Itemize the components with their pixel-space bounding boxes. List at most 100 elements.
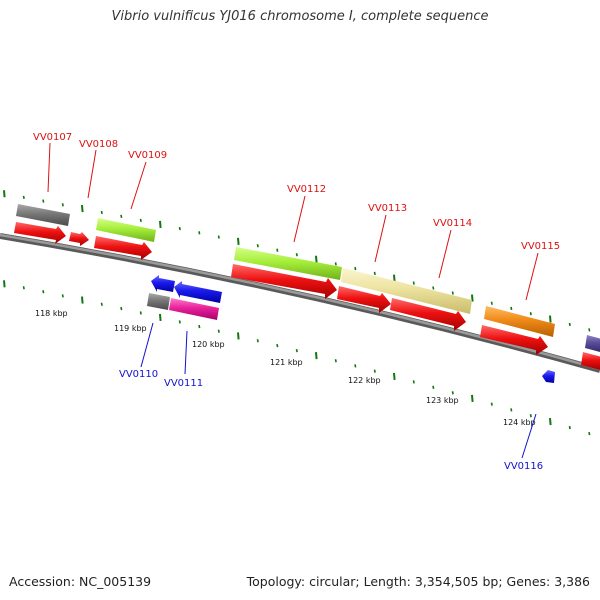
minor-tick xyxy=(139,218,142,223)
major-tick xyxy=(549,417,552,426)
minor-tick xyxy=(334,359,337,363)
cds-forward-vv0115 xyxy=(480,325,548,355)
label-leaders xyxy=(47,142,539,459)
minor-tick xyxy=(432,385,435,389)
feature-orange-vv0115 xyxy=(484,306,555,337)
tick-track-outer xyxy=(3,190,591,332)
feature-green-vv0112 xyxy=(234,247,342,280)
feature-green-vv0109 xyxy=(96,218,156,242)
minor-tick xyxy=(256,244,259,248)
major-tick xyxy=(3,190,6,198)
major-tick xyxy=(393,274,396,282)
gene-label-vv0113: VV0113 xyxy=(368,203,407,214)
gene-label-vv0111: VV0111 xyxy=(164,378,203,389)
minor-tick xyxy=(139,311,142,315)
accession-label: Accession: NC_005139 xyxy=(9,574,152,589)
kbp-label-118: 118 kbp xyxy=(35,309,68,318)
gene-label-vv0115: VV0115 xyxy=(521,241,560,252)
cds-forward-edge xyxy=(581,352,600,370)
feature-purple-edge xyxy=(585,335,600,352)
minor-tick xyxy=(568,322,571,327)
minor-tick xyxy=(510,306,513,311)
minor-tick xyxy=(217,235,220,239)
feature-gray-vv0110 xyxy=(147,293,170,310)
minor-tick xyxy=(120,214,123,219)
kbp-label-119: 119 kbp xyxy=(114,324,147,333)
minor-tick xyxy=(276,248,279,252)
minor-tick xyxy=(178,226,181,231)
minor-tick xyxy=(490,402,493,406)
gene-labels: VV0107 VV0108 VV0109 VV0112 VV0113 VV011… xyxy=(33,132,560,472)
minor-tick xyxy=(529,312,532,316)
major-tick xyxy=(471,294,474,302)
major-tick xyxy=(81,296,84,304)
scale-labels: 118 kbp 119 kbp 120 kbp 121 kbp 122 kbp … xyxy=(35,309,536,427)
gene-label-vv0110: VV0110 xyxy=(119,369,158,380)
minor-tick xyxy=(295,348,298,353)
minor-tick xyxy=(100,302,103,306)
kbp-label-122: 122 kbp xyxy=(348,376,381,385)
minor-tick xyxy=(432,286,435,290)
kbp-label-120: 120 kbp xyxy=(192,340,225,349)
minor-tick xyxy=(295,253,298,257)
minor-tick xyxy=(412,281,415,285)
major-tick xyxy=(393,372,396,381)
cds-forward-vv0107 xyxy=(14,222,66,244)
cds-reverse-vv0116 xyxy=(542,370,555,383)
map-title: Vibrio vulnificus YJ016 chromosome I, co… xyxy=(111,9,489,24)
major-tick xyxy=(81,205,84,213)
minor-tick xyxy=(120,306,123,311)
tick-track-inner xyxy=(3,280,591,436)
minor-tick xyxy=(588,328,591,332)
major-tick xyxy=(159,220,162,229)
cds-forward-vv0109 xyxy=(94,236,152,260)
minor-tick xyxy=(178,320,181,324)
feature-gray-vv0107 xyxy=(16,204,70,226)
minor-tick xyxy=(256,339,259,343)
minor-tick xyxy=(42,199,45,203)
minor-tick xyxy=(451,291,454,295)
major-tick xyxy=(159,313,162,322)
minor-tick xyxy=(568,425,571,430)
gene-label-vv0116: VV0116 xyxy=(504,461,543,472)
feature-magenta-vv0111 xyxy=(169,298,219,320)
kbp-label-124: 124 kbp xyxy=(503,418,536,427)
backbone xyxy=(0,233,600,373)
major-tick xyxy=(3,280,6,288)
minor-tick xyxy=(217,329,220,333)
cds-forward-vv0113 xyxy=(337,286,391,313)
minor-tick xyxy=(354,266,357,271)
major-tick xyxy=(549,315,552,323)
minor-tick xyxy=(451,391,454,395)
minor-tick xyxy=(61,203,64,207)
minor-tick xyxy=(22,195,25,200)
cds-forward-vv0112 xyxy=(231,264,337,299)
minor-tick xyxy=(198,231,201,235)
kbp-label-123: 123 kbp xyxy=(426,396,459,405)
feature-khaki-vv0113-vv0114 xyxy=(341,268,472,314)
genome-stats-label: Topology: circular; Length: 3,354,505 bp… xyxy=(246,574,590,589)
major-tick xyxy=(315,352,318,360)
major-tick xyxy=(237,237,240,245)
minor-tick xyxy=(490,301,493,305)
gene-label-vv0109: VV0109 xyxy=(128,150,167,161)
cds-reverse-vv0110 xyxy=(151,275,175,292)
minor-tick xyxy=(529,414,532,418)
gene-label-vv0108: VV0108 xyxy=(79,139,118,150)
minor-tick xyxy=(198,324,201,329)
major-tick xyxy=(471,394,474,403)
cds-forward-vv0114 xyxy=(390,298,466,331)
minor-tick xyxy=(100,210,103,215)
cds-forward-vv0108 xyxy=(69,232,89,246)
minor-tick xyxy=(373,369,376,373)
kbp-label-121: 121 kbp xyxy=(270,358,303,367)
gene-label-vv0114: VV0114 xyxy=(433,218,472,229)
minor-tick xyxy=(22,286,25,290)
major-tick xyxy=(315,255,318,263)
minor-tick xyxy=(510,408,513,412)
minor-tick xyxy=(354,364,357,368)
minor-tick xyxy=(373,271,376,276)
minor-tick xyxy=(61,294,64,298)
minor-tick xyxy=(276,343,279,348)
